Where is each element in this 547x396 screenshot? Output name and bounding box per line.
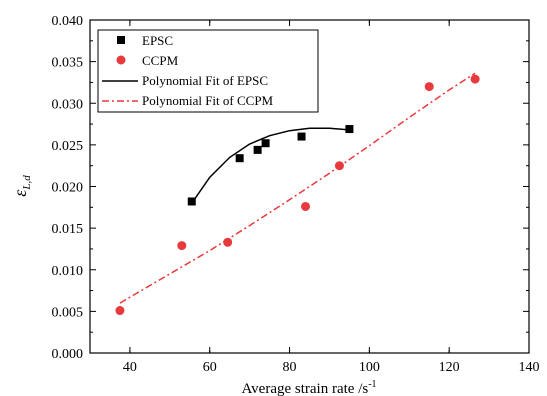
series-line-polynomial-fit-of-epsc [191, 127, 350, 204]
x-axis-label: Average strain rate /s-1 [241, 379, 376, 396]
point-epsc [187, 197, 196, 206]
y-tick-label: 0.035 [52, 56, 84, 71]
legend-label-epsc-fit: Polynomial Fit of EPSC [142, 73, 268, 88]
point-epsc [253, 145, 262, 154]
point-epsc [235, 154, 244, 163]
point-ccpm [424, 82, 434, 92]
x-tick-label: 80 [283, 360, 297, 375]
legend-label-ccpm: CCPM [142, 53, 179, 68]
legend-marker-epsc [117, 36, 125, 44]
point-epsc [345, 125, 354, 134]
point-epsc [297, 132, 306, 141]
legend-marker-ccpm [116, 55, 126, 65]
ticks [90, 19, 530, 354]
point-ccpm [470, 74, 480, 84]
point-ccpm [115, 306, 125, 316]
legend-label-epsc: EPSC [142, 33, 173, 48]
y-tick-label: 0.000 [52, 347, 84, 362]
y-tick-label: 0.010 [52, 264, 84, 279]
legend-box [97, 29, 319, 113]
x-tick-label: 100 [359, 360, 380, 375]
series-line-polynomial-fit-of-ccpm [119, 72, 476, 304]
legend: EPSC CCPM Polynomial Fit of EPSC Polynom… [97, 29, 319, 113]
point-ccpm [301, 201, 311, 211]
point-ccpm [223, 237, 233, 247]
y-tick-label: 0.040 [52, 14, 84, 29]
series-points [115, 74, 480, 316]
y-tick-label: 0.005 [52, 305, 84, 320]
x-tick-label: 140 [519, 360, 540, 375]
legend-label-ccpm-fit: Polynomial Fit of CCPM [142, 93, 274, 108]
y-axis-label: εL,d [10, 175, 33, 197]
x-tick-label: 40 [123, 360, 137, 375]
point-ccpm [177, 241, 187, 251]
x-tick-label: 60 [203, 360, 217, 375]
tick-labels: 40 60 80 100 120 140 0.000 0.005 0.010 0.015 0.020… [52, 14, 540, 375]
point-epsc [261, 139, 270, 148]
y-tick-label: 0.015 [52, 222, 84, 237]
y-tick-label: 0.020 [52, 181, 84, 196]
y-tick-label: 0.030 [52, 97, 84, 112]
y-tick-label: 0.025 [52, 139, 84, 154]
x-tick-label: 120 [439, 360, 460, 375]
point-ccpm [334, 161, 344, 171]
series-lines [119, 72, 476, 304]
